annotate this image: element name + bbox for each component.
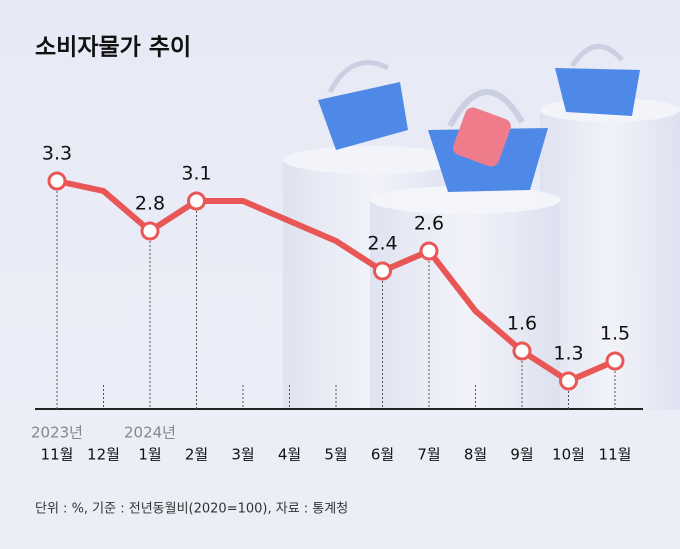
footnote: 단위 : %, 기준 : 전년동월비(2020=100), 자료 : 통계청 (35, 502, 348, 517)
x-tick-label: 10월 (552, 446, 585, 464)
value-label: 2.6 (414, 213, 444, 235)
point (559, 371, 578, 391)
x-tick-label: 8월 (464, 446, 487, 464)
x-tick-label: 11월 (41, 446, 74, 464)
x-tick-label: 9월 (510, 446, 533, 464)
point (373, 261, 392, 281)
x-tick-label: 1월 (138, 446, 161, 464)
year-label: 2023년 (31, 424, 83, 442)
chart-title: 소비자물가 추이 (35, 35, 191, 61)
x-tick-label: 4월 (278, 446, 301, 464)
value-label: 1.5 (600, 323, 630, 345)
point (512, 341, 532, 361)
value-label: 1.3 (553, 343, 583, 365)
value-label: 2.8 (135, 193, 165, 215)
point (419, 241, 439, 261)
x-tick-label: 6월 (371, 446, 394, 464)
x-tick-label: 2월 (185, 446, 208, 464)
year-label: 2024년 (124, 424, 176, 442)
x-tick-label: 3월 (231, 446, 254, 464)
x-tick-label: 7월 (417, 446, 440, 464)
x-tick-label: 12월 (87, 446, 120, 464)
x-tick-label: 11월 (599, 446, 632, 464)
value-label: 1.6 (507, 313, 537, 335)
decoration (283, 43, 680, 410)
point (605, 351, 625, 371)
value-label: 3.1 (181, 163, 211, 185)
value-label: 3.3 (42, 143, 72, 165)
value-label: 2.4 (367, 233, 397, 255)
point (187, 191, 206, 211)
point (140, 221, 160, 241)
x-tick-label: 5월 (324, 446, 347, 464)
point (47, 171, 67, 191)
